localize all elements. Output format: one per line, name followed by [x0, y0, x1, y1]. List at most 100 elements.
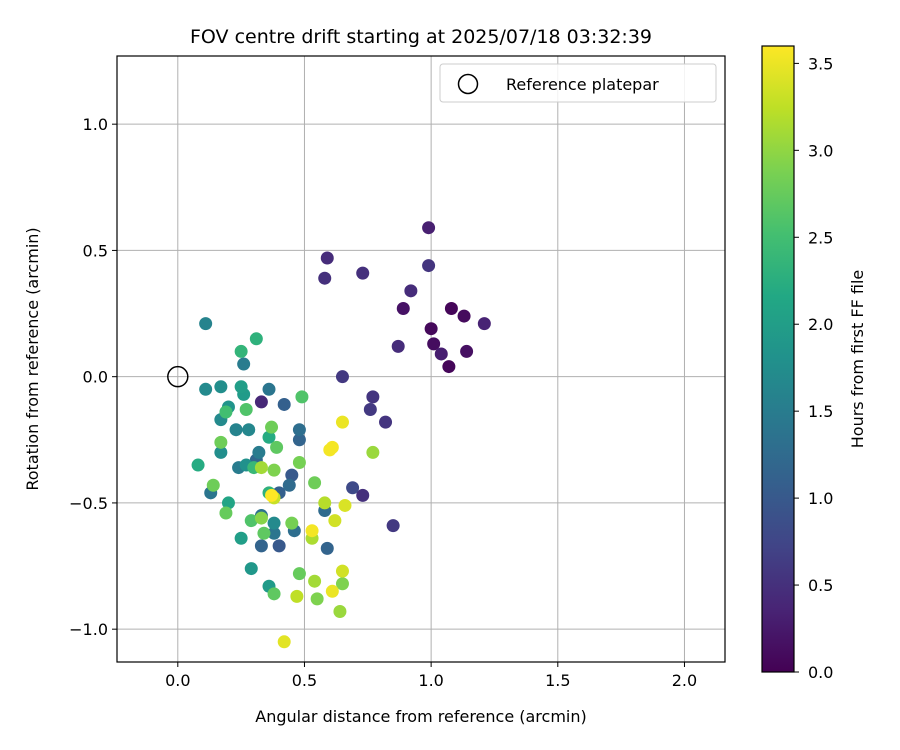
- colorbar-label: Hours from first FF file: [848, 270, 867, 449]
- data-point: [325, 440, 339, 454]
- data-point: [295, 390, 309, 404]
- data-point: [285, 516, 299, 530]
- data-point: [328, 514, 342, 528]
- x-axis-ticks: 0.0 0.5 1.0 1.5 2.0: [165, 662, 697, 690]
- data-point: [325, 584, 339, 598]
- data-point: [310, 592, 324, 606]
- data-point: [346, 481, 360, 495]
- data-point: [265, 420, 279, 434]
- colorbar-tick-label: 0.0: [808, 663, 833, 682]
- x-tick-label: 0.0: [165, 671, 190, 690]
- data-point: [320, 541, 334, 555]
- data-point: [267, 587, 281, 601]
- reference-platepar-marker: [167, 365, 189, 388]
- data-point: [290, 589, 304, 603]
- data-point: [308, 574, 322, 588]
- y-tick-label: −0.5: [69, 494, 108, 513]
- data-point: [267, 526, 281, 540]
- data-point: [427, 337, 441, 351]
- x-axis-label: Angular distance from reference (arcmin): [255, 707, 586, 726]
- x-tick-label: 1.5: [545, 671, 570, 690]
- legend-box: [439, 63, 717, 103]
- data-point: [356, 488, 370, 502]
- data-point: [391, 339, 405, 353]
- x-tick-label: 1.0: [418, 671, 443, 690]
- data-point: [292, 567, 306, 581]
- data-point: [199, 317, 213, 331]
- data-point: [234, 531, 248, 545]
- colorbar-tick-label: 3.0: [808, 141, 833, 160]
- data-point: [206, 478, 220, 492]
- data-point: [191, 458, 205, 472]
- plot-frame: [116, 55, 726, 663]
- data-point: [335, 415, 349, 429]
- data-point: [434, 347, 448, 361]
- chart-title: FOV centre drift starting at 2025/07/18 …: [190, 26, 652, 48]
- data-point: [214, 445, 228, 459]
- data-point: [214, 380, 228, 394]
- data-point: [254, 539, 268, 553]
- data-point: [404, 284, 418, 298]
- colorbar-tick-label: 2.0: [808, 315, 833, 334]
- data-point: [333, 605, 347, 618]
- data-point: [292, 423, 306, 437]
- colorbar-ticks: 0.0 0.5 1.0 1.5 2.0 2.5 3.0 3.5: [794, 54, 833, 682]
- data-point: [270, 440, 284, 454]
- data-point: [257, 526, 271, 540]
- grid: [117, 56, 725, 662]
- data-point: [318, 271, 332, 285]
- y-axis-label: Rotation from reference (arcmin): [23, 227, 42, 490]
- data-point: [214, 435, 228, 449]
- data-point: [318, 496, 332, 510]
- data-point: [244, 514, 258, 528]
- data-point: [335, 564, 349, 578]
- data-point: [239, 403, 253, 416]
- colorbar-tick-label: 1.5: [808, 402, 833, 421]
- data-point: [282, 478, 296, 492]
- data-point: [285, 468, 299, 482]
- colorbar: [761, 45, 795, 673]
- data-point: [221, 496, 235, 510]
- data-point: [254, 395, 268, 409]
- y-tick-label: 0.5: [83, 241, 108, 260]
- data-point: [277, 397, 291, 411]
- data-point: [252, 445, 266, 459]
- data-point: [229, 423, 243, 437]
- data-point: [244, 562, 258, 576]
- data-point: [199, 382, 213, 396]
- x-tick-label: 2.0: [672, 671, 697, 690]
- data-point: [422, 259, 436, 273]
- data-point: [277, 635, 291, 649]
- data-point: [396, 302, 410, 315]
- data-point: [366, 445, 380, 459]
- y-tick-label: 1.0: [83, 115, 108, 134]
- data-point: [338, 498, 352, 512]
- colorbar-tick-label: 0.5: [808, 576, 833, 595]
- data-point: [320, 251, 334, 265]
- data-point: [335, 370, 349, 384]
- data-point: [379, 415, 393, 429]
- data-point: [234, 380, 248, 394]
- legend-open-circle-marker: [457, 73, 479, 95]
- data-point: [267, 516, 281, 530]
- data-point: [305, 524, 319, 538]
- data-point: [272, 539, 286, 553]
- x-tick-label: 0.5: [292, 671, 317, 690]
- data-point: [219, 405, 233, 419]
- legend: Reference platepar: [439, 63, 717, 103]
- data-point: [262, 430, 276, 444]
- data-point: [363, 403, 377, 416]
- colorbar-tick-label: 1.0: [808, 489, 833, 508]
- data-point: [237, 357, 251, 371]
- data-point: [460, 344, 474, 358]
- data-point: [254, 461, 268, 475]
- data-points: [191, 221, 491, 649]
- y-tick-label: 0.0: [83, 368, 108, 387]
- data-point: [254, 511, 268, 525]
- data-point: [442, 360, 456, 374]
- colorbar-tick-label: 3.5: [808, 54, 833, 73]
- data-point: [267, 463, 281, 477]
- data-point: [265, 488, 279, 502]
- data-point: [292, 456, 306, 470]
